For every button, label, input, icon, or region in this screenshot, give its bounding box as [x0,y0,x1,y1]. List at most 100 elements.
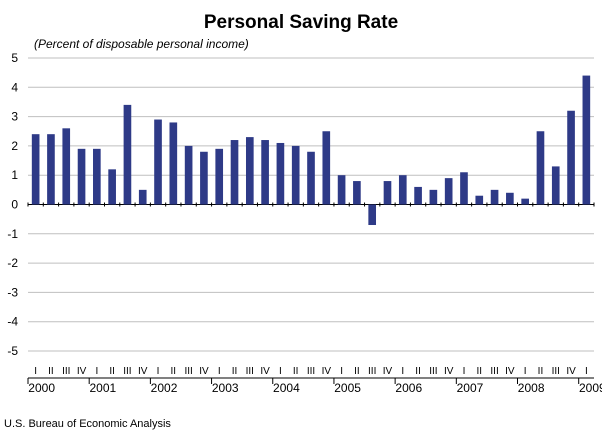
bar [184,145,193,205]
quarter-label: IV [138,366,148,377]
y-tick-label: 4 [11,80,18,94]
bar [398,175,407,205]
bar [200,151,208,205]
quarter-label: II [293,366,299,377]
bar [536,131,545,205]
quarter-label: IV [566,366,576,377]
bar [414,186,422,205]
quarter-label: III [307,366,315,377]
quarter-label: I [524,366,527,377]
bar [169,122,178,205]
bars [31,75,591,226]
bar [322,131,331,205]
bar [475,195,484,205]
year-label: 2005 [334,381,361,395]
bar [245,137,254,205]
quarter-label: I [34,366,37,377]
bar [551,166,560,205]
bar [383,181,392,205]
bar [138,189,147,205]
bar [276,142,285,205]
quarter-label: IV [260,366,270,377]
quarter-label: III [184,366,192,377]
quarter-label: III [246,366,254,377]
quarter-label: IV [77,366,87,377]
quarter-label: I [95,366,98,377]
year-label: 2009 [579,381,602,395]
bar [230,140,239,205]
quarter-label: III [62,366,70,377]
quarter-label: II [171,366,177,377]
y-tick-label: -2 [7,256,18,270]
bar [291,145,300,205]
bar [521,198,529,205]
quarter-label: II [48,366,54,377]
bar [337,175,346,205]
grid-lines [28,57,594,352]
y-tick-label: -4 [7,315,18,329]
bar [47,134,55,205]
y-tick-label: 1 [11,168,18,182]
quarter-label: I [340,366,343,377]
quarter-label: I [585,366,588,377]
quarter-label: III [552,366,560,377]
quarter-label: IV [199,366,209,377]
y-tick-label: -5 [7,344,18,358]
quarter-label: I [401,366,404,377]
quarter-label: I [463,366,466,377]
quarter-label: I [218,366,221,377]
bar [490,189,499,205]
quarter-label: III [368,366,376,377]
bar [154,119,162,205]
quarter-label: IV [444,366,454,377]
year-label: 2006 [395,381,422,395]
year-label: 2000 [28,381,55,395]
year-label: 2007 [457,381,484,395]
quarter-label: III [429,366,437,377]
year-label: 2003 [212,381,239,395]
y-tick-label: 5 [11,51,18,65]
bar [506,192,514,205]
year-label: 2001 [89,381,116,395]
quarter-label: IV [322,366,332,377]
bar [429,189,438,205]
quarter-label: I [279,366,282,377]
source-note: U.S. Bureau of Economic Analysis [4,418,171,430]
quarter-label: III [490,366,498,377]
bar [567,110,575,205]
y-tick-label: 2 [11,139,18,153]
bar [108,169,116,205]
bar [62,128,71,205]
y-tick-label: -3 [7,285,18,299]
quarter-label: I [157,366,160,377]
chart-title: Personal Saving Rate [203,12,399,33]
quarter-label: II [232,366,238,377]
year-label: 2002 [151,381,178,395]
y-axis: 5 4 3 2 1 0 -1 -2 -3 -4 -5 [7,51,18,358]
y-tick-label: 0 [11,198,18,212]
y-tick-label: 3 [11,110,18,124]
bar [582,75,591,205]
quarter-label: II [476,366,482,377]
quarter-label: II [415,366,421,377]
quarter-label: IV [505,366,515,377]
bar [215,148,224,205]
bar [93,148,101,205]
bar [77,148,86,205]
year-label: 2004 [273,381,300,395]
quarter-label: IV [383,366,393,377]
quarter-label: II [109,366,115,377]
year-label: 2008 [518,381,545,395]
chart-subtitle: (Percent of disposable personal income) [34,37,249,51]
bar [307,151,315,205]
bar [368,204,377,226]
x-axis: I II III IV I II III IV I II III IV I II III IV I II III IV… [27,202,602,395]
bar [123,104,132,205]
quarter-label: III [123,366,131,377]
bar [460,172,468,205]
bar [444,178,453,205]
quarter-label: II [538,366,544,377]
bar [353,181,361,205]
bar [31,134,40,205]
